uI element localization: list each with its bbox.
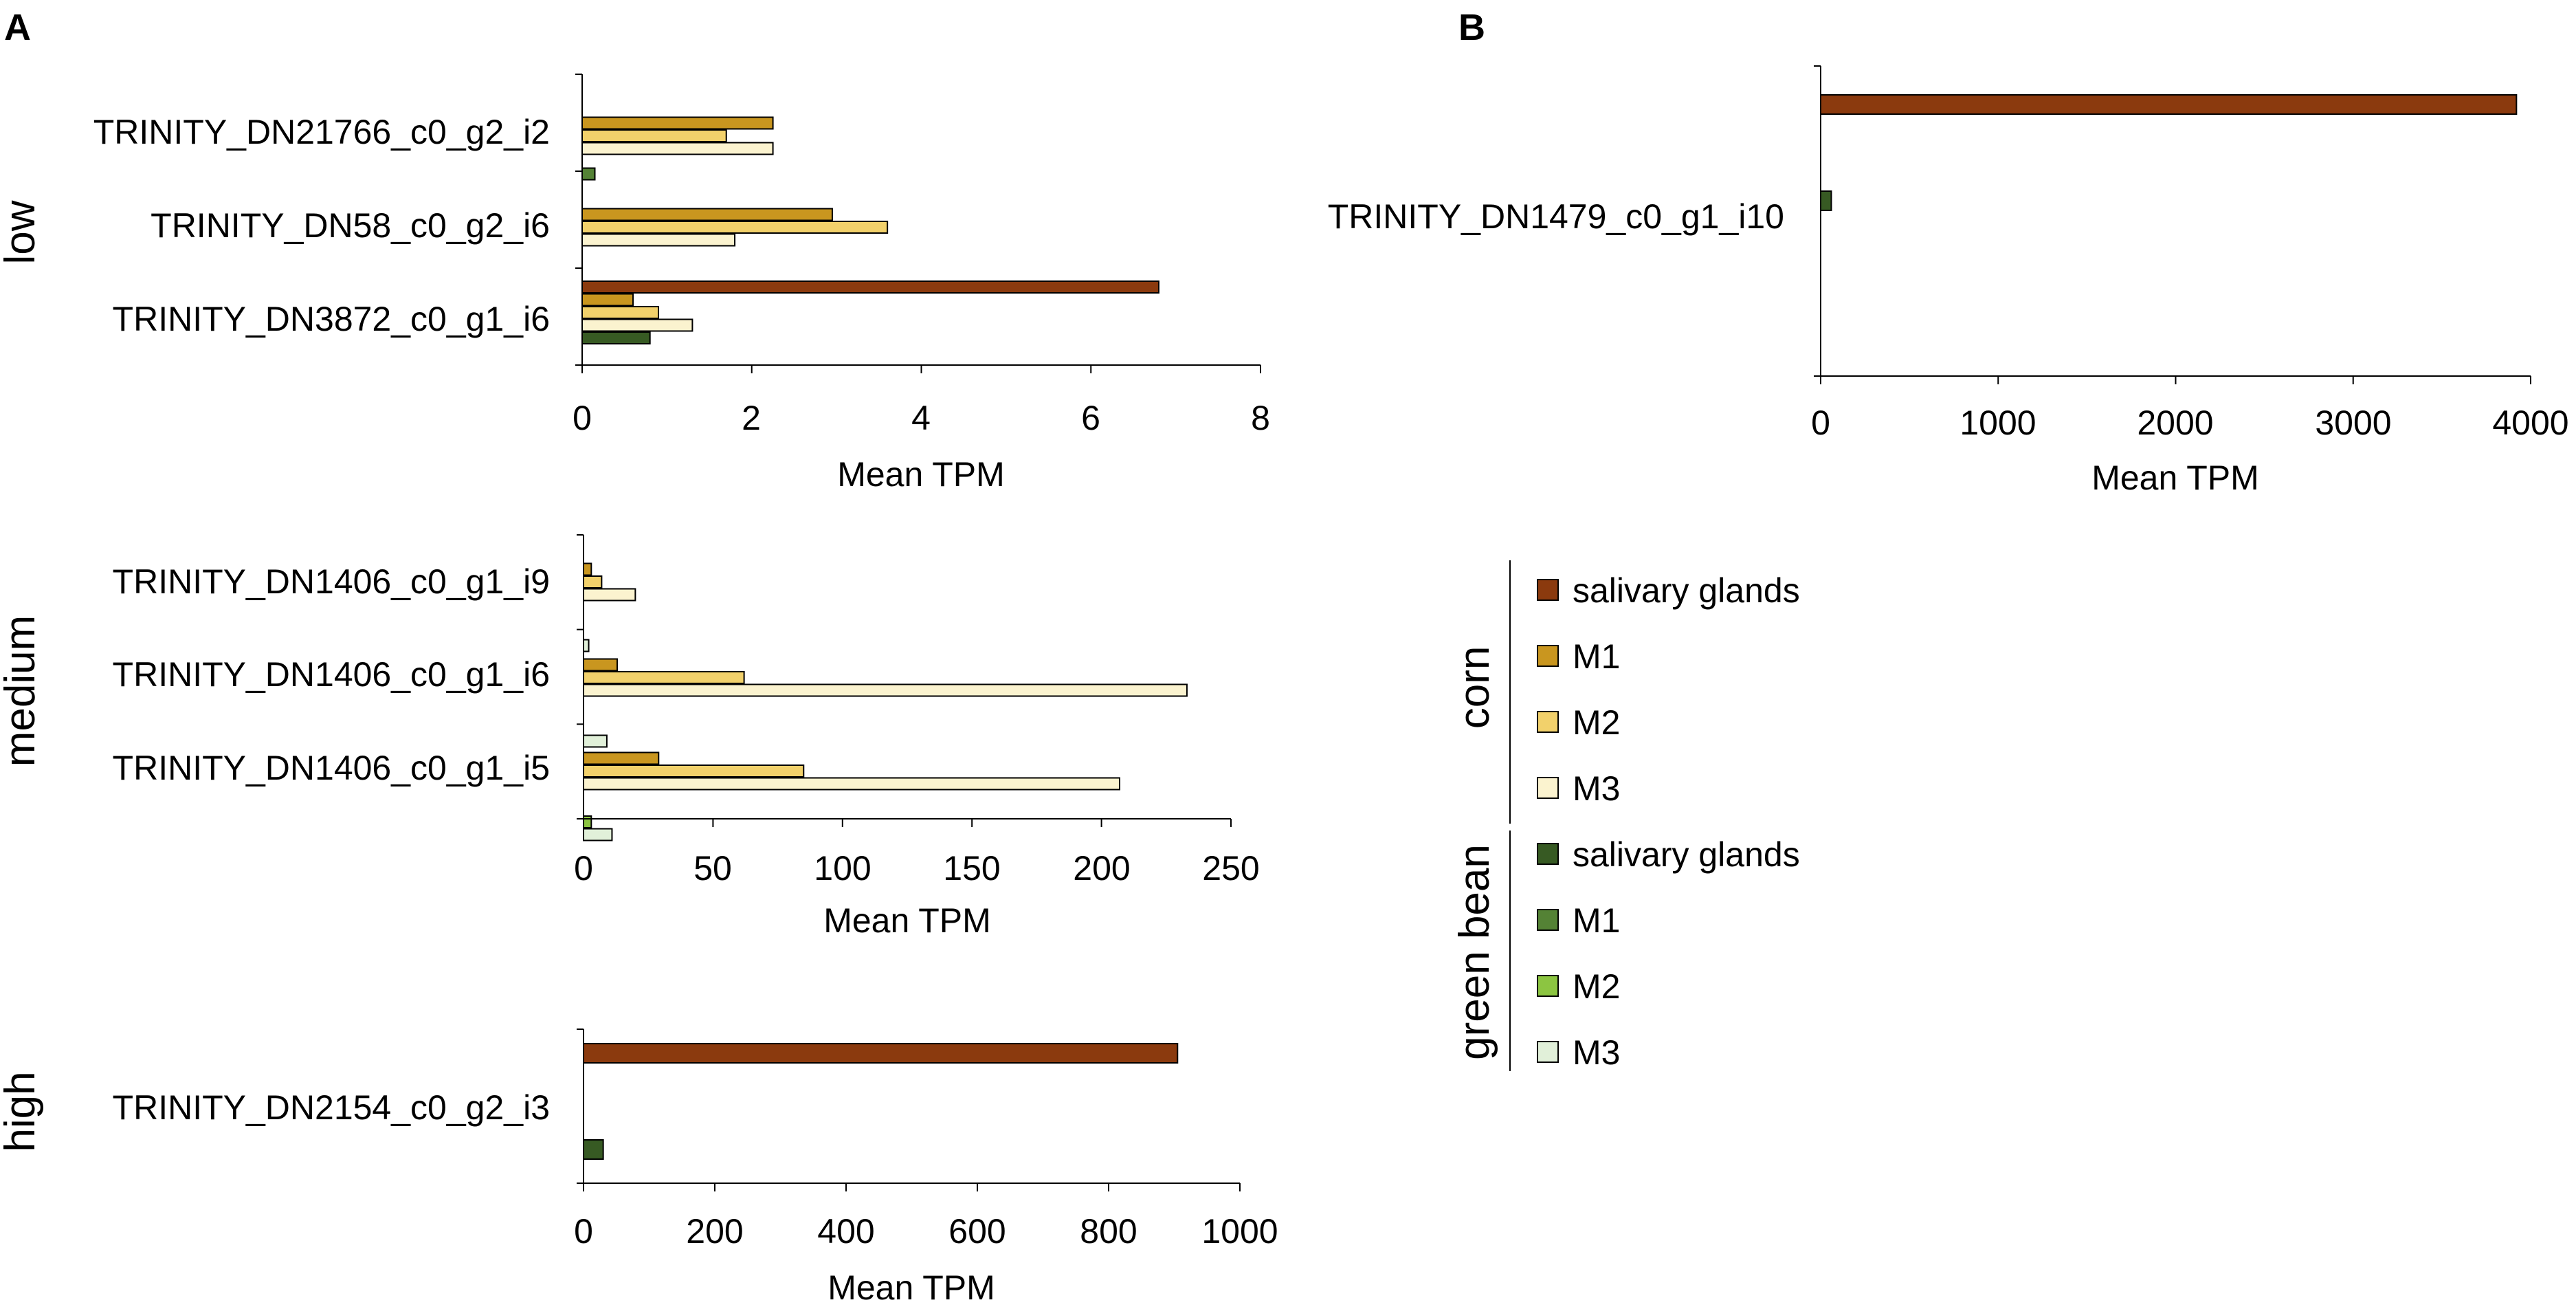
panel-letter-b: B — [1458, 7, 1485, 48]
bar — [581, 318, 693, 332]
category-label: TRINITY_DN58_c0_g2_i6 — [151, 206, 550, 245]
tick-label: 200 — [1073, 849, 1130, 888]
category-label: TRINITY_DN2154_c0_g2_i3 — [113, 1088, 550, 1127]
legend-swatch — [1537, 909, 1559, 931]
panel-letter-a: A — [4, 7, 31, 48]
legend-label: M2 — [1573, 967, 1620, 1006]
category-label: TRINITY_DN1406_c0_g1_i6 — [113, 655, 550, 694]
legend-swatch — [1537, 843, 1559, 865]
bar — [1820, 190, 1832, 211]
bar — [583, 639, 590, 652]
tick-label: 150 — [943, 849, 1000, 888]
category-label: TRINITY_DN1406_c0_g1_i9 — [113, 562, 550, 601]
legend-label: M1 — [1573, 901, 1620, 940]
bar — [583, 1043, 1179, 1064]
bar — [583, 777, 1120, 791]
bar — [583, 815, 592, 828]
bar — [583, 658, 618, 672]
tick-label: 100 — [814, 849, 871, 888]
tick-label: 0 — [1811, 404, 1830, 442]
bar — [581, 306, 660, 319]
legend-label: M3 — [1573, 769, 1620, 808]
bar — [581, 142, 774, 155]
bar — [583, 562, 592, 576]
legend-label: M3 — [1573, 1033, 1620, 1072]
tick-label: 200 — [686, 1212, 743, 1251]
bar — [581, 293, 634, 307]
bar — [583, 734, 608, 748]
legend-group-green-bean: green bean — [1451, 844, 1498, 1060]
bar — [583, 828, 613, 842]
legend-swatch — [1537, 711, 1559, 733]
bar — [583, 1139, 604, 1160]
tick-label: 6 — [1081, 399, 1100, 437]
legend-group-corn: corn — [1451, 646, 1498, 729]
legend-label: salivary glands — [1573, 571, 1800, 610]
chart-high: high TRINITY_DN2154_c0_g2_i3 0 200 400 6… — [0, 1028, 1278, 1307]
legend: corn green bean salivary glands M1 M2 M3… — [1451, 560, 1800, 1072]
bar — [583, 751, 660, 765]
legend-swatch — [1537, 1041, 1559, 1063]
tick-label: 2000 — [2137, 404, 2213, 442]
bar — [581, 331, 651, 344]
chart-low: low TRINITY_DN21766_c0_g2_i2 TRINITY_DN5… — [0, 74, 1270, 494]
tick-label: 50 — [693, 849, 732, 888]
tick-label: 1000 — [1959, 404, 2036, 442]
category-label: TRINITY_DN21766_c0_g2_i2 — [93, 113, 550, 151]
tick-label: 0 — [574, 1212, 593, 1251]
legend-swatch — [1537, 777, 1559, 799]
tick-label: 600 — [948, 1212, 1006, 1251]
x-axis-title: Mean TPM — [2091, 459, 2259, 497]
bar — [581, 280, 1159, 294]
bar — [581, 167, 596, 181]
tick-label: 8 — [1251, 399, 1270, 437]
category-label: TRINITY_DN3872_c0_g1_i6 — [113, 300, 550, 338]
bar — [583, 588, 636, 602]
legend-label: M1 — [1573, 637, 1620, 676]
tick-label: 0 — [574, 849, 593, 888]
group-label-medium: medium — [0, 615, 44, 767]
bar — [1820, 94, 2518, 115]
tick-label: 3000 — [2315, 404, 2391, 442]
legend-label: M2 — [1573, 703, 1620, 742]
legend-label: salivary glands — [1573, 835, 1800, 874]
bar — [583, 575, 603, 588]
x-axis-title: Mean TPM — [828, 1268, 995, 1307]
bar — [581, 233, 736, 247]
bar — [581, 208, 833, 221]
tick-label: 250 — [1202, 849, 1259, 888]
legend-swatch — [1537, 975, 1559, 997]
chart-medium: medium TRINITY_DN1406_c0_g1_i9 TRINITY_D… — [0, 534, 1260, 940]
category-label: TRINITY_DN1406_c0_g1_i5 — [113, 749, 550, 787]
category-label: TRINITY_DN1479_c0_g1_i10 — [1328, 197, 1784, 236]
bar — [581, 129, 727, 142]
bar — [581, 116, 774, 130]
tick-label: 400 — [817, 1212, 874, 1251]
tick-label: 4 — [911, 399, 931, 437]
x-axis-title: Mean TPM — [837, 455, 1005, 494]
bar — [583, 671, 745, 684]
chart-panel-b: TRINITY_DN1479_c0_g1_i10 0 1000 2000 300… — [1328, 65, 2569, 497]
bar — [581, 221, 889, 234]
bar — [583, 764, 805, 778]
legend-swatch — [1537, 579, 1559, 601]
group-label-high: high — [0, 1071, 44, 1152]
group-label-low: low — [0, 200, 44, 264]
tick-label: 1000 — [1201, 1212, 1278, 1251]
legend-swatch — [1537, 645, 1559, 667]
bar — [583, 683, 1188, 697]
tick-label: 4000 — [2492, 404, 2568, 442]
tick-label: 0 — [573, 399, 592, 437]
x-axis-title: Mean TPM — [823, 901, 991, 940]
tick-label: 800 — [1080, 1212, 1137, 1251]
tick-label: 2 — [742, 399, 761, 437]
